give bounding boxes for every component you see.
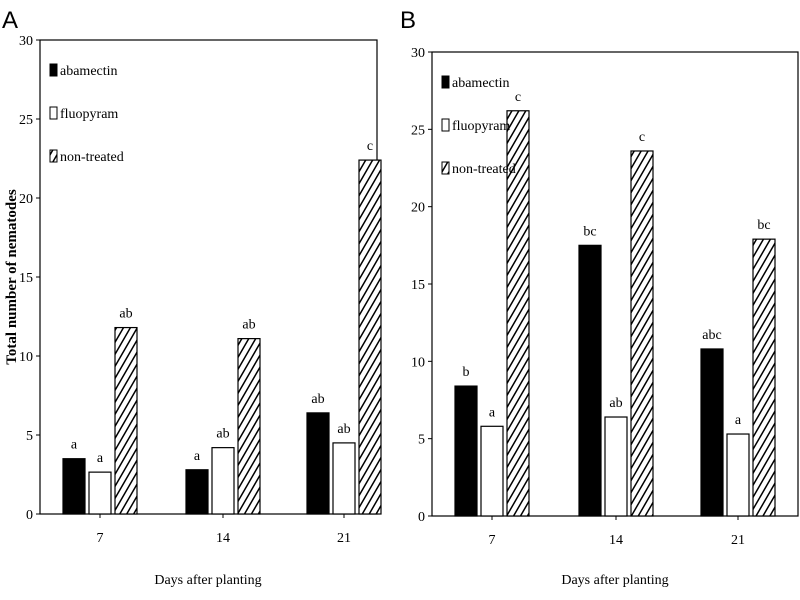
panel-a-bar-fluopyram-21: [332, 442, 356, 515]
panel-a-xtick-label: 14: [216, 531, 230, 546]
panel-b-bar-abamectin-14: [578, 244, 602, 517]
panel-b-xtick-label: 21: [731, 533, 745, 548]
panel-b-ytick-label: 5: [418, 433, 425, 448]
panel-a-bar-abamectin-7: [62, 458, 86, 515]
panel-b-sig-label: a: [489, 405, 496, 420]
panel-a-xtick-label: 7: [97, 531, 104, 546]
panel-a-bar-abamectin-14: [185, 469, 209, 515]
panel-a-ytick-label: 15: [19, 271, 33, 286]
panel-b-ytick-label: 30: [411, 46, 425, 61]
panel-a-legend-swatch-fluopyram: [49, 106, 58, 120]
panel-b-bar-abamectin-7: [454, 385, 478, 517]
panel-a-ytick-label: 5: [26, 429, 33, 444]
panel-a-sig-label: ab: [216, 427, 229, 442]
panel-b-legend-swatch-non-treated: [441, 161, 450, 175]
panel-b-legend-label: abamectin: [452, 76, 510, 91]
panel-a-legend-swatch-non-treated: [49, 149, 58, 163]
panel-a-sig-label: ab: [242, 318, 255, 333]
panel-b-ytick-label: 20: [411, 201, 425, 216]
panel-b-letter: B: [400, 7, 416, 34]
panel-a-legend-label: abamectin: [60, 64, 118, 79]
panel-b-sig-label: bc: [583, 224, 596, 239]
panel-a-legend-label: non-treated: [60, 150, 124, 165]
panel-b-bar-non-treated-14: [630, 150, 654, 517]
panel-a-sig-label: ab: [337, 422, 350, 437]
panel-b-ytick-label: 15: [411, 278, 425, 293]
panel-a-sig-label: c: [367, 139, 373, 154]
panel-b-bar-fluopyram-7: [480, 425, 504, 517]
panel-a-bar-fluopyram-7: [88, 471, 112, 515]
panel-b-bar-fluopyram-14: [604, 416, 628, 517]
panel-a-sig-label: ab: [119, 307, 132, 322]
panel-a-legend-swatch-abamectin: [49, 63, 58, 77]
panel-a-bar-non-treated-14: [237, 338, 261, 515]
panel-b-bar-abamectin-21: [700, 348, 724, 517]
panel-b-ytick-label: 25: [411, 123, 425, 138]
panel-a-y-axis-title: Total number of nematodes: [4, 189, 20, 365]
panel-b-sig-label: c: [515, 90, 521, 105]
panel-b-sig-label: abc: [702, 328, 721, 343]
panel-a-ytick-label: 10: [19, 350, 33, 365]
panel-b-bar-fluopyram-21: [726, 433, 750, 517]
panel-a-bar-abamectin-21: [306, 412, 330, 515]
panel-a-bar-non-treated-7: [114, 326, 138, 515]
panel-a-legend-label: fluopyram: [60, 107, 118, 122]
panel-b-legend-swatch-abamectin: [441, 75, 450, 89]
panel-b-legend-swatch-fluopyram: [441, 118, 450, 132]
panel-a-sig-label: a: [71, 438, 78, 453]
panel-a-ytick-label: 25: [19, 113, 33, 128]
panel-b-sig-label: b: [463, 365, 470, 380]
panel-a-xtick-label: 21: [337, 531, 351, 546]
panel-b-xtick-label: 14: [609, 533, 623, 548]
panel-b-ytick-label: 0: [418, 510, 425, 525]
panel-a-letter: A: [2, 7, 18, 34]
panel-b-sig-label: c: [639, 130, 645, 145]
panel-a-bar-non-treated-21: [358, 159, 382, 515]
panel-b-bar-non-treated-7: [506, 110, 530, 517]
panel-b-sig-label: bc: [757, 218, 770, 233]
panel-b-bar-non-treated-21: [752, 238, 776, 517]
panel-a-x-axis-title: Days after planting: [154, 573, 261, 588]
panel-b-sig-label: ab: [609, 396, 622, 411]
panel-b-ytick-label: 10: [411, 355, 425, 370]
panel-b-legend-label: fluopyram: [452, 119, 510, 134]
panel-a-ytick-label: 20: [19, 192, 33, 207]
panel-a-ytick-label: 30: [19, 34, 33, 49]
panel-b-xtick-label: 7: [489, 533, 496, 548]
panel-a-bar-fluopyram-14: [211, 447, 235, 515]
panel-a-ytick-label: 0: [26, 508, 33, 523]
panel-b-sig-label: a: [735, 413, 742, 428]
panel-b-x-axis-title: Days after planting: [561, 573, 668, 588]
panel-a-sig-label: a: [97, 451, 104, 466]
panel-b-legend-label: non-treated: [452, 162, 516, 177]
panel-a-sig-label: ab: [311, 392, 324, 407]
panel-a-sig-label: a: [194, 449, 201, 464]
